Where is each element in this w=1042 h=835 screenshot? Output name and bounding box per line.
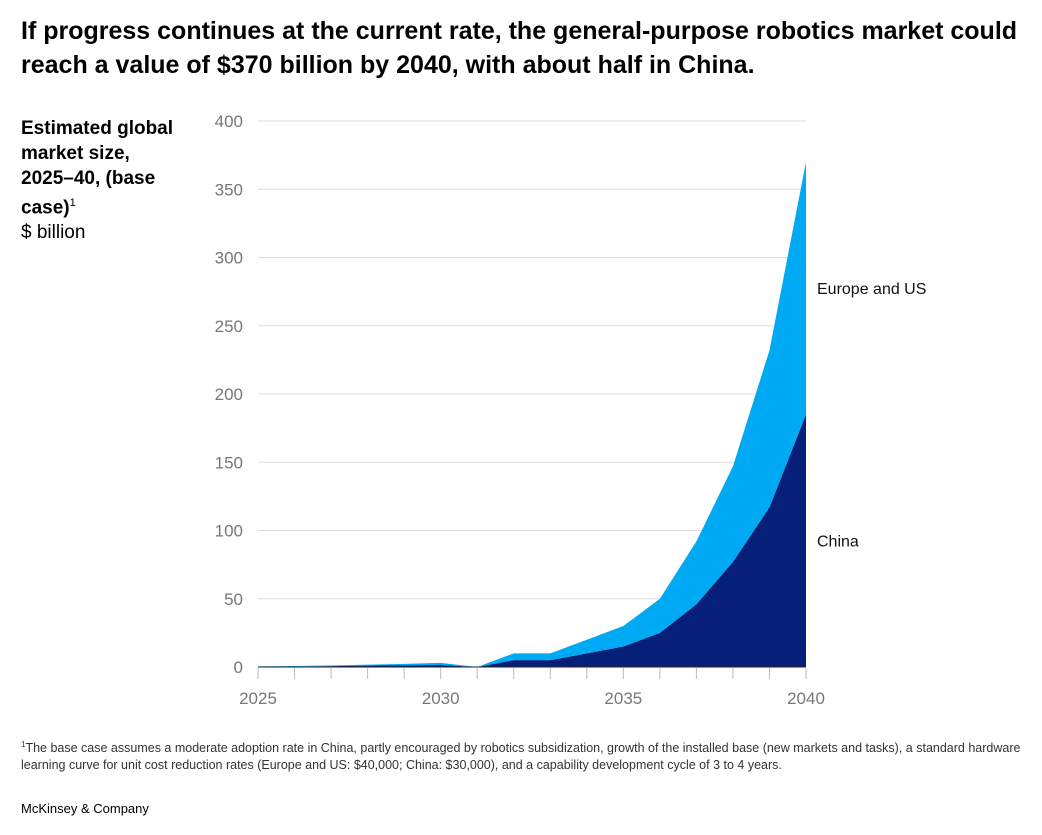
y-tick-label: 200	[215, 385, 243, 404]
x-tick-label: 2040	[787, 689, 825, 708]
series-label: China	[817, 534, 859, 551]
series-label: Europe and US	[817, 281, 926, 298]
footnote-text: The base case assumes a moderate adoptio…	[21, 741, 1021, 773]
y-tick-label: 150	[215, 453, 243, 472]
y-axis-label-text: Estimated global market size, 2025–40, (…	[21, 118, 174, 219]
footnote: 1The base case assumes a moderate adopti…	[21, 736, 1031, 774]
footnote-marker: 1	[69, 197, 76, 209]
y-axis-label: Estimated global market size, 2025–40, (…	[21, 116, 181, 245]
x-tick-label: 2030	[422, 689, 460, 708]
footnote-sup: 1	[21, 740, 26, 749]
y-tick-label: 300	[215, 249, 243, 268]
x-tick-label: 2035	[604, 689, 642, 708]
y-tick-label: 100	[215, 522, 243, 541]
y-tick-label: 350	[215, 180, 243, 199]
chart-title: If progress continues at the current rat…	[21, 17, 1018, 79]
y-tick-label: 250	[215, 317, 243, 336]
area-china	[258, 414, 806, 667]
y-tick-label: 400	[215, 112, 243, 131]
x-tick-label: 2025	[239, 689, 277, 708]
y-tick-label: 0	[234, 658, 243, 677]
brand-logo-text: McKinsey & Company	[21, 801, 149, 816]
y-tick-label: 50	[224, 590, 243, 609]
y-axis-unit: $ billion	[21, 222, 86, 244]
